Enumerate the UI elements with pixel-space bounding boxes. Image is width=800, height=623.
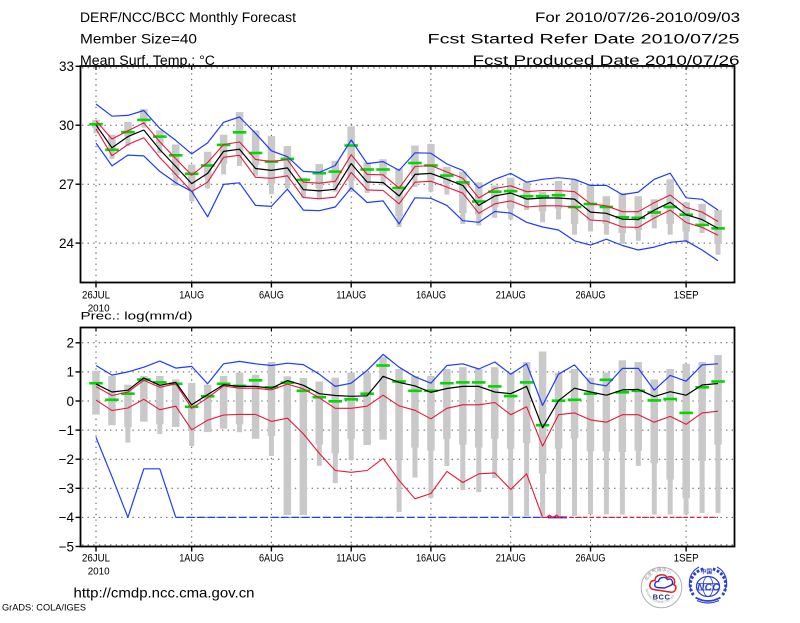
svg-text:2010: 2010	[88, 566, 110, 577]
svg-text:NCC: NCC	[697, 583, 720, 594]
svg-text:26AUG: 26AUG	[575, 290, 605, 302]
svg-text:30: 30	[59, 118, 74, 133]
svg-text:http://cmdp.ncc.cma.gov.cn: http://cmdp.ncc.cma.gov.cn	[74, 585, 255, 601]
svg-text:GrADS: COLA/IGES: GrADS: COLA/IGES	[2, 603, 86, 613]
svg-text:16AUG: 16AUG	[416, 290, 446, 302]
svg-text:11AUG: 11AUG	[336, 290, 366, 302]
svg-text:−4: −4	[59, 510, 75, 525]
svg-text:Member Size=40: Member Size=40	[80, 32, 197, 47]
svg-text:33: 33	[59, 59, 74, 74]
svg-text:27: 27	[59, 177, 74, 192]
svg-text:中国: 中国	[701, 568, 713, 576]
svg-text:1SEP: 1SEP	[674, 552, 699, 564]
svg-text:Fcst Produced Date 2010/07/26: Fcst Produced Date 2010/07/26	[473, 53, 740, 68]
svg-text:0: 0	[66, 394, 74, 409]
svg-text:Fcst Started Refer Date 2010/0: Fcst Started Refer Date 2010/07/25	[428, 32, 740, 47]
svg-text:−3: −3	[59, 481, 74, 496]
svg-text:11AUG: 11AUG	[336, 552, 366, 564]
svg-text:−5: −5	[59, 539, 74, 554]
svg-text:For 2010/07/26-2010/09/03: For 2010/07/26-2010/09/03	[535, 10, 740, 25]
svg-text:1: 1	[66, 365, 74, 380]
svg-text:DERF/NCC/BCC Monthly Forecast: DERF/NCC/BCC Monthly Forecast	[80, 10, 296, 25]
svg-text:6AUG: 6AUG	[259, 552, 284, 564]
svg-text:26AUG: 26AUG	[575, 552, 605, 564]
svg-text:2: 2	[66, 336, 74, 351]
svg-text:1SEP: 1SEP	[674, 290, 699, 302]
svg-text:Prec.: log(mm/d): Prec.: log(mm/d)	[81, 310, 193, 322]
svg-text:26JUL: 26JUL	[82, 552, 110, 564]
svg-text:1AUG: 1AUG	[179, 290, 204, 302]
svg-text:Mean Surf. Temp.: °C: Mean Surf. Temp.: °C	[80, 53, 215, 68]
svg-text:BCC: BCC	[653, 593, 671, 602]
svg-text:16AUG: 16AUG	[416, 552, 446, 564]
svg-text:24: 24	[59, 236, 75, 251]
svg-text:21AUG: 21AUG	[496, 552, 526, 564]
svg-text:−1: −1	[59, 423, 74, 438]
svg-text:2010: 2010	[88, 303, 110, 314]
svg-text:−2: −2	[59, 452, 74, 467]
svg-text:26JUL: 26JUL	[82, 290, 110, 302]
svg-text:21AUG: 21AUG	[496, 290, 526, 302]
svg-text:1AUG: 1AUG	[179, 552, 204, 564]
svg-text:6AUG: 6AUG	[259, 290, 284, 302]
